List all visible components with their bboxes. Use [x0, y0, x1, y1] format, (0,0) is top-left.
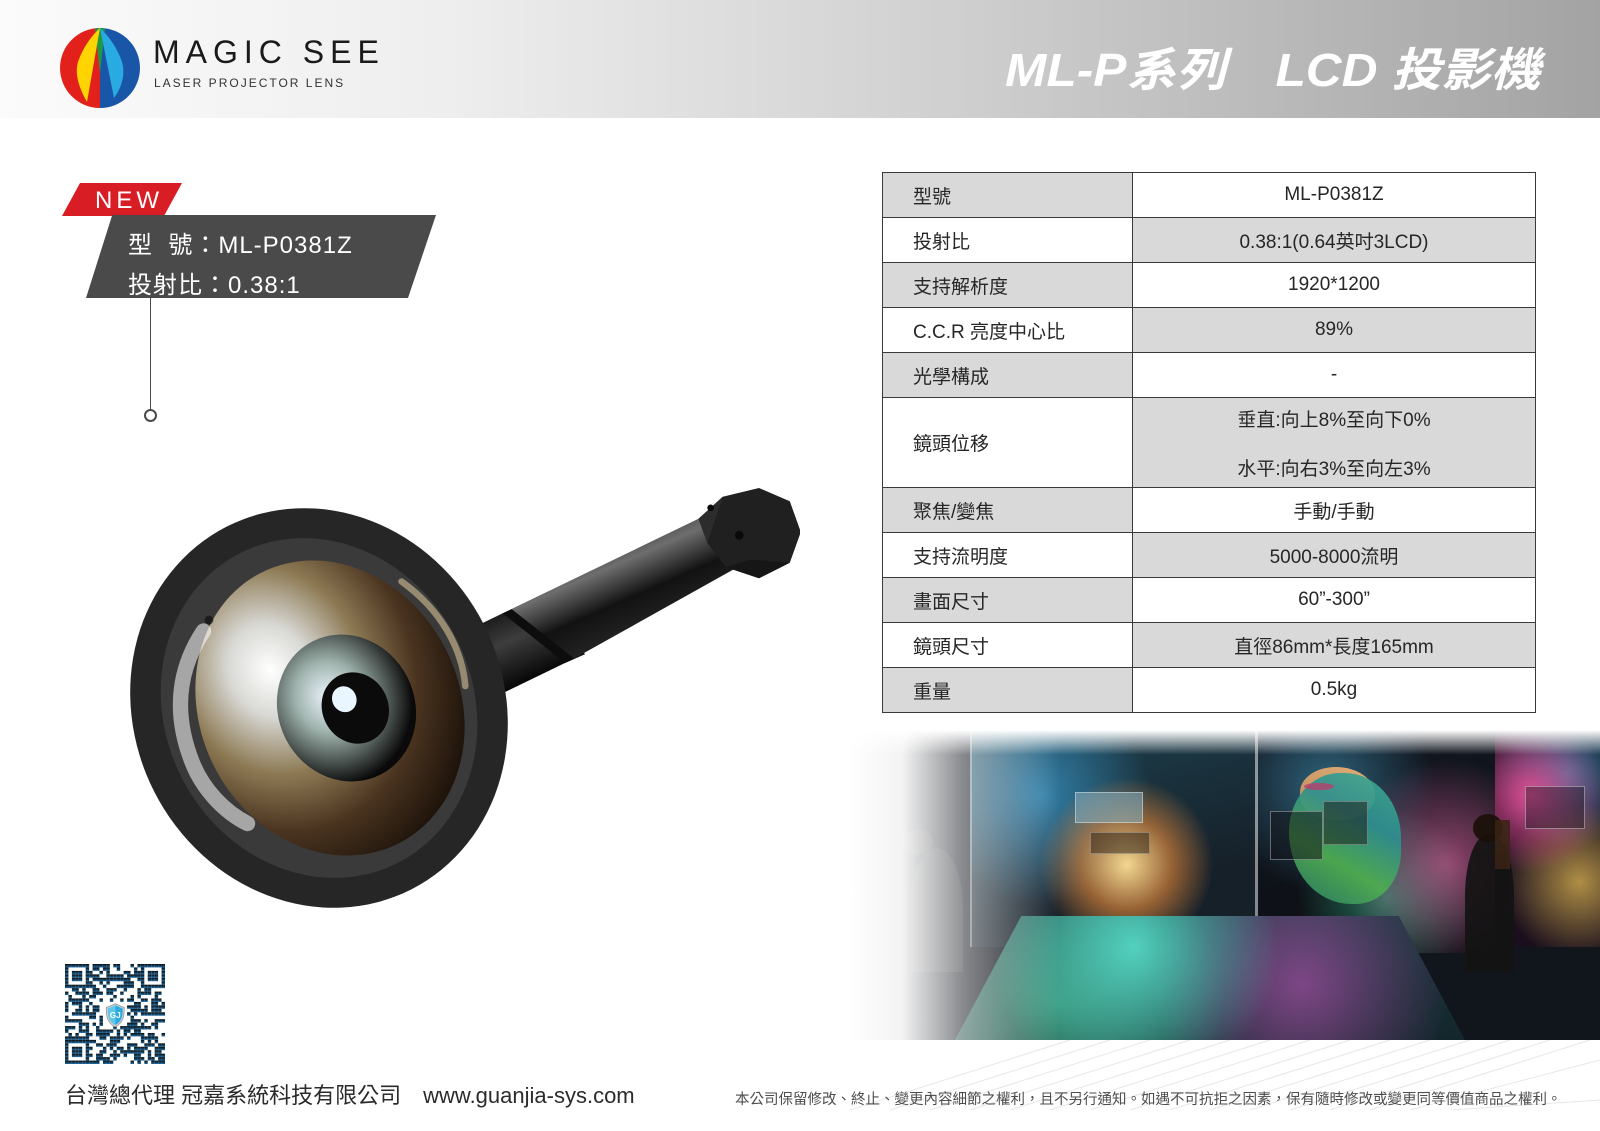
svg-text:GJ: GJ [110, 1011, 121, 1020]
